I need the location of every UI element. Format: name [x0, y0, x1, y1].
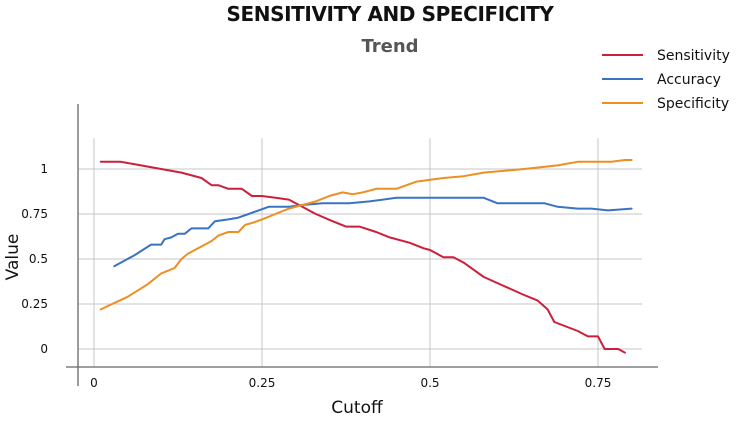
x-tick-label: 0.75: [585, 376, 612, 390]
series-line-sensitivity: [99, 160, 626, 354]
y-axis-label: Value: [3, 234, 23, 281]
x-tick-label: 0: [90, 376, 98, 390]
axes: [66, 104, 658, 386]
legend-label-sensitivity: Sensitivity: [657, 48, 730, 64]
legend: Sensitivity Accuracy Specificity: [602, 48, 730, 112]
series-line-accuracy: [113, 196, 633, 268]
y-tick-label: 0.5: [29, 252, 48, 266]
y-tick-label: 0.25: [21, 297, 48, 311]
y-tick-label: 0.75: [21, 207, 48, 221]
grid-lines: [78, 138, 642, 367]
series-lines: [99, 159, 633, 354]
legend-label-specificity: Specificity: [657, 96, 729, 112]
x-tick-label: 0.25: [249, 376, 276, 390]
chart-title: SENSITIVITY AND SPECIFICITY: [226, 2, 554, 26]
legend-label-accuracy: Accuracy: [657, 72, 721, 88]
y-tick-label: 1: [40, 162, 48, 176]
x-tick-label: 0.5: [420, 376, 439, 390]
chart-subtitle: Trend: [361, 36, 419, 57]
tick-labels: 0 0.25 0.5 0.75 1 0 0.25 0.5 0.75: [21, 162, 611, 390]
x-axis-label: Cutoff: [331, 398, 384, 418]
series-line-specificity: [99, 159, 633, 311]
y-tick-label: 0: [40, 342, 48, 356]
